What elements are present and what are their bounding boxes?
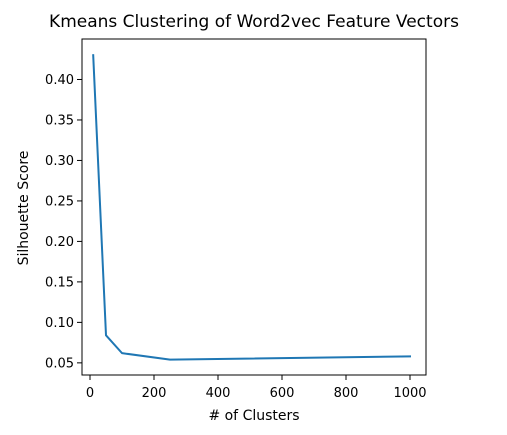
plot-frame: [81, 38, 427, 376]
series-layer: [92, 54, 412, 361]
x-axis-label: # of Clusters: [208, 408, 299, 424]
x-tick-label: 200: [142, 386, 167, 401]
y-tick-label: 0.35: [45, 113, 74, 128]
y-axis-label: Silhouette Score: [16, 151, 32, 266]
y-tick-label: 0.15: [45, 275, 74, 290]
y-tick-label: 0.40: [45, 73, 74, 88]
y-axis: 0.05 0.10 0.15 0.20 0.25 0.30 0.35 0.40: [45, 73, 82, 371]
x-axis: 0 200 400 600 800 1000: [86, 375, 427, 401]
plot-area: [82, 39, 426, 375]
y-tick-label: 0.05: [45, 356, 74, 371]
x-tick-label: 800: [334, 386, 359, 401]
y-tick-label: 0.30: [45, 154, 74, 169]
x-tick-label: 0: [86, 386, 94, 401]
series-line-0: [92, 54, 412, 361]
x-tick-label: 1000: [393, 386, 426, 401]
x-tick-label: 600: [270, 386, 295, 401]
x-tick-label: 400: [206, 386, 231, 401]
chart-title: Kmeans Clustering of Word2vec Feature Ve…: [49, 12, 459, 32]
y-tick-label: 0.20: [45, 235, 74, 250]
y-tick-label: 0.25: [45, 194, 74, 209]
y-tick-label: 0.10: [45, 316, 74, 331]
